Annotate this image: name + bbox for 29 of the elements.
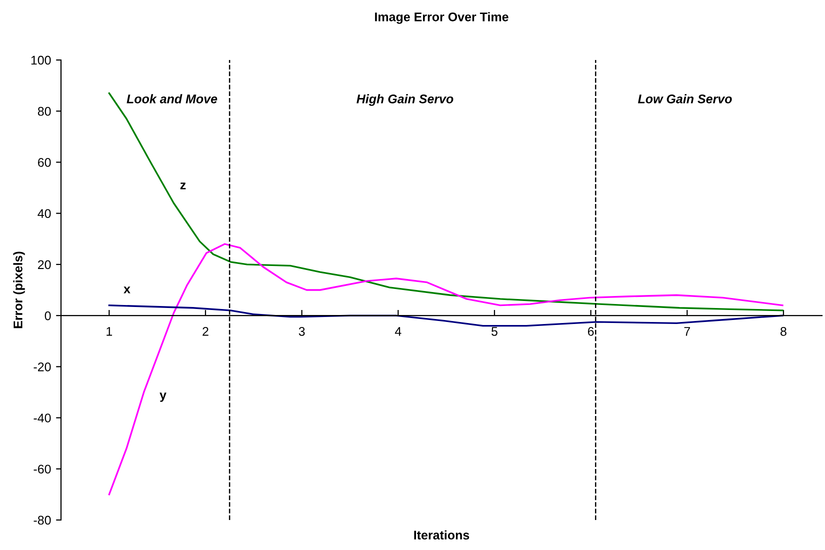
y-axis-title: Error (pixels) bbox=[13, 252, 25, 328]
annotation: High Gain Servo bbox=[356, 94, 454, 106]
line-series bbox=[108, 92, 784, 312]
y-tick-label: 100 bbox=[31, 56, 51, 65]
x-tick-label: 3 bbox=[298, 326, 305, 336]
y-tick-label: -20 bbox=[34, 362, 51, 372]
x-axis-title: Iterations bbox=[414, 530, 470, 540]
annotation: z bbox=[180, 182, 186, 190]
x-tick-label: 8 bbox=[780, 326, 786, 336]
x-tick-label: 7 bbox=[684, 327, 690, 336]
x-tick-label: 6 bbox=[588, 326, 594, 336]
y-tick-label: 20 bbox=[38, 260, 51, 270]
y-tick-label: 60 bbox=[38, 158, 51, 167]
y-tick-label: 40 bbox=[38, 209, 51, 218]
x-tick-label: 1 bbox=[106, 327, 112, 336]
annotation: y bbox=[160, 392, 166, 402]
y-tick-label: 80 bbox=[38, 106, 51, 116]
y-tick-label: -40 bbox=[34, 414, 51, 422]
y-tick-label: -80 bbox=[34, 516, 51, 525]
line-series bbox=[108, 304, 784, 327]
annotation: x bbox=[124, 286, 130, 294]
x-tick-label: 4 bbox=[394, 327, 402, 336]
annotation: Low Gain Servo bbox=[638, 94, 732, 104]
x-tick-label: 2 bbox=[202, 326, 208, 336]
y-tick-label: -60 bbox=[34, 464, 51, 474]
chart-title: Image Error Over Time bbox=[375, 12, 508, 24]
x-tick-label: 5 bbox=[492, 327, 498, 336]
y-tick-label: 0 bbox=[44, 311, 51, 320]
annotation: Look and Move bbox=[126, 94, 218, 104]
